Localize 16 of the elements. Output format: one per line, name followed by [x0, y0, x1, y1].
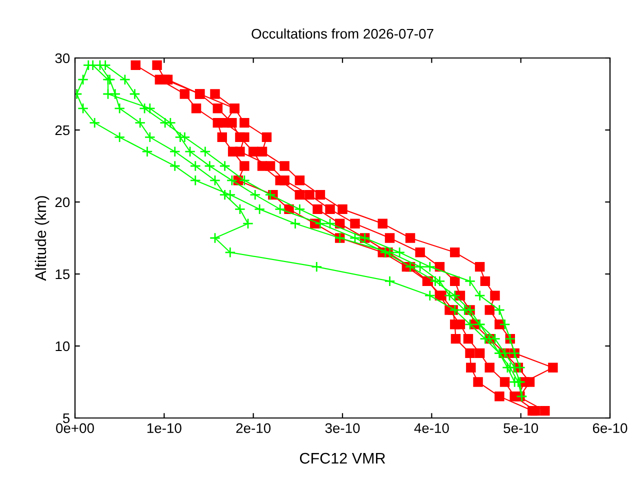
x-tick-label: 0e+00 [56, 423, 94, 434]
y-axis-title: Altitude (km) [34, 196, 50, 281]
y-tick-label: 20 [55, 197, 70, 208]
x-axis-title: CFC12 VMR [300, 452, 386, 464]
x-tick-label: 5e-10 [504, 423, 538, 434]
x-tick-label: 1e-10 [147, 423, 182, 434]
y-tick-label: 25 [55, 125, 70, 136]
y-tick-label: 15 [56, 269, 70, 280]
y-tick-label: 5 [62, 413, 70, 424]
x-tick-label: 6e-10 [592, 423, 628, 434]
x-tick-label: 2e-10 [236, 423, 271, 434]
x-tick-label: 4e-10 [414, 423, 449, 434]
y-tick-label: 10 [56, 341, 70, 352]
x-tick-label: 3e-10 [325, 423, 360, 434]
y-tick-label: 30 [55, 53, 70, 64]
chart-title: Occultations from 2026-07-07 [252, 28, 434, 39]
